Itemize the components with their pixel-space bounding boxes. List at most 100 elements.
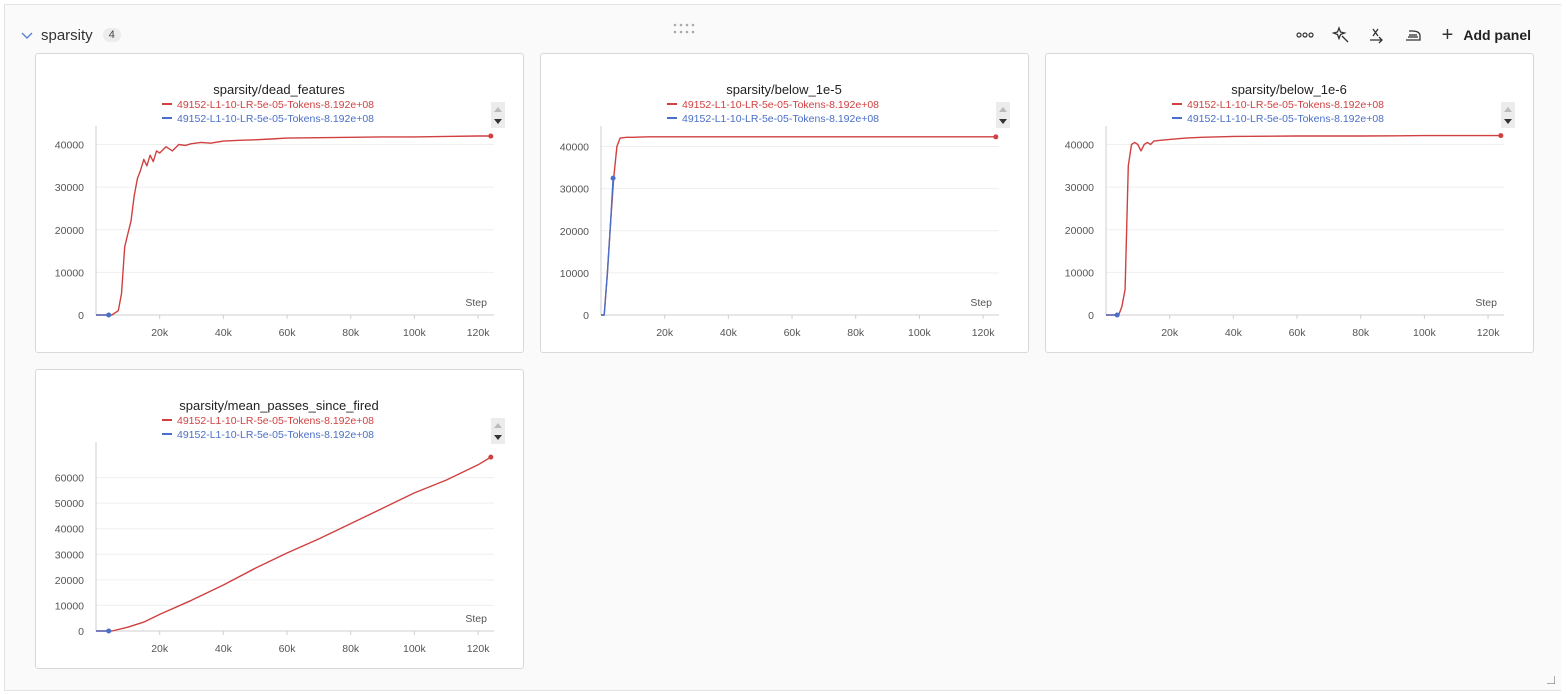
legend-scroll-down-icon[interactable] xyxy=(494,435,502,440)
legend-scroll-up-icon[interactable] xyxy=(494,107,502,112)
series-end-point[interactable] xyxy=(106,628,112,634)
y-tick-label: 0 xyxy=(78,310,84,322)
panel-dead-features[interactable]: sparsity/dead_features 49152-L1-10-LR-5e-… xyxy=(35,53,524,353)
legend-scroll-down-icon[interactable] xyxy=(1504,119,1512,124)
series-end-point[interactable] xyxy=(488,133,494,139)
x-tick-label: 120k xyxy=(467,327,491,339)
x-axis-label: Step xyxy=(1475,297,1497,309)
chart-svg: sparsity/mean_passes_since_fired 49152-L1… xyxy=(55,398,505,655)
x-tick-label: 80k xyxy=(342,643,360,655)
y-tick-label: 10000 xyxy=(1065,267,1094,279)
legend-entry[interactable]: 49152-L1-10-LR-5e-05-Tokens-8.192e+08 xyxy=(177,113,374,125)
legend-entry[interactable]: 49152-L1-10-LR-5e-05-Tokens-8.192e+08 xyxy=(1187,99,1384,111)
more-horizontal-icon xyxy=(1296,32,1314,38)
y-tick-label: 20000 xyxy=(55,225,84,237)
smoothing-button[interactable] xyxy=(1402,24,1424,46)
legend-entry[interactable]: 49152-L1-10-LR-5e-05-Tokens-8.192e+08 xyxy=(177,429,374,441)
y-tick-label: 40000 xyxy=(55,524,84,536)
x-tick-label: 20k xyxy=(151,327,169,339)
series-end-point[interactable] xyxy=(993,134,999,140)
x-tick-label: 120k xyxy=(467,643,491,655)
x-tick-label: 100k xyxy=(403,643,427,655)
legend-entry[interactable]: 49152-L1-10-LR-5e-05-Tokens-8.192e+08 xyxy=(682,99,879,111)
panel-below-1e-5[interactable]: sparsity/below_1e-5 49152-L1-10-LR-5e-05-… xyxy=(540,53,1029,353)
section-toolbar: + Add panel xyxy=(1280,23,1531,47)
x-axis-label: Step xyxy=(465,297,487,309)
legend-scroll-up-icon[interactable] xyxy=(1504,107,1512,112)
legend-scroll-up-icon[interactable] xyxy=(999,107,1007,112)
legend-scroll-up-icon[interactable] xyxy=(494,423,502,428)
y-tick-label: 30000 xyxy=(1065,182,1094,194)
legend-scroll[interactable] xyxy=(996,102,1010,128)
y-tick-label: 30000 xyxy=(560,184,589,196)
series-line-red xyxy=(601,136,996,316)
y-tick-label: 30000 xyxy=(55,549,84,561)
magic-wand-button[interactable] xyxy=(1330,24,1352,46)
legend-entry[interactable]: 49152-L1-10-LR-5e-05-Tokens-8.192e+08 xyxy=(682,113,879,125)
legend-scroll[interactable] xyxy=(491,102,505,128)
chart-title: sparsity/dead_features xyxy=(213,82,345,97)
y-tick-label: 20000 xyxy=(560,226,589,238)
y-tick-label: 0 xyxy=(78,626,84,638)
x-tick-label: 60k xyxy=(279,643,297,655)
x-tick-label: 40k xyxy=(215,643,233,655)
y-tick-label: 40000 xyxy=(560,142,589,154)
x-tick-label: 40k xyxy=(720,327,738,339)
series-end-point[interactable] xyxy=(1114,312,1120,318)
y-tick-label: 10000 xyxy=(55,267,84,279)
section-resize-handle[interactable] xyxy=(1547,676,1555,684)
x-tick-label: 40k xyxy=(215,327,233,339)
series-end-point[interactable] xyxy=(106,312,112,318)
legend-scroll[interactable] xyxy=(1501,102,1515,128)
y-tick-label: 20000 xyxy=(55,575,84,587)
x-tick-label: 20k xyxy=(151,643,169,655)
legend-entry[interactable]: 49152-L1-10-LR-5e-05-Tokens-8.192e+08 xyxy=(177,415,374,427)
y-tick-label: 40000 xyxy=(55,140,84,152)
panel-count-badge: 4 xyxy=(102,28,121,42)
panel-mean-passes-since-fired[interactable]: sparsity/mean_passes_since_fired 49152-L1… xyxy=(35,369,524,669)
x-tick-label: 20k xyxy=(656,327,674,339)
legend-entry[interactable]: 49152-L1-10-LR-5e-05-Tokens-8.192e+08 xyxy=(1187,113,1384,125)
chart-title: sparsity/below_1e-5 xyxy=(726,82,842,97)
x-tick-label: 20k xyxy=(1161,327,1179,339)
x-tick-label: 80k xyxy=(847,327,865,339)
chevron-down-icon[interactable] xyxy=(19,27,35,43)
x-tick-label: 100k xyxy=(403,327,427,339)
series-end-point[interactable] xyxy=(488,454,494,460)
y-tick-label: 50000 xyxy=(55,498,84,510)
chart-svg: sparsity/below_1e-5 49152-L1-10-LR-5e-05-… xyxy=(560,82,1010,339)
x-tick-label: 60k xyxy=(784,327,802,339)
add-panel-button[interactable]: + Add panel xyxy=(1442,25,1531,45)
expression-button[interactable] xyxy=(1366,24,1388,46)
y-tick-label: 30000 xyxy=(55,182,84,194)
series-line-red xyxy=(96,135,491,316)
legend-scroll-down-icon[interactable] xyxy=(494,119,502,124)
add-panel-label: Add panel xyxy=(1463,27,1531,43)
x-tick-label: 80k xyxy=(342,327,360,339)
legend-scroll[interactable] xyxy=(491,418,505,444)
series-end-point[interactable] xyxy=(610,175,616,181)
panel-below-1e-6[interactable]: sparsity/below_1e-6 49152-L1-10-LR-5e-05-… xyxy=(1045,53,1534,353)
chart-svg: sparsity/below_1e-6 49152-L1-10-LR-5e-05-… xyxy=(1065,82,1515,339)
section-title: sparsity xyxy=(41,26,93,44)
expression-x-icon xyxy=(1369,28,1383,44)
x-tick-label: 120k xyxy=(972,327,996,339)
chart-svg: sparsity/dead_features 49152-L1-10-LR-5e-… xyxy=(55,82,505,339)
x-tick-label: 60k xyxy=(1289,327,1307,339)
y-tick-label: 40000 xyxy=(1065,140,1094,152)
legend-scroll-down-icon[interactable] xyxy=(999,119,1007,124)
series-line-red xyxy=(1106,134,1501,316)
y-tick-label: 0 xyxy=(583,310,589,322)
section-header[interactable]: sparsity 4 xyxy=(19,25,121,45)
y-tick-label: 10000 xyxy=(560,268,589,280)
y-tick-label: 10000 xyxy=(55,600,84,612)
x-axis-label: Step xyxy=(970,297,992,309)
x-tick-label: 40k xyxy=(1225,327,1243,339)
legend-entry[interactable]: 49152-L1-10-LR-5e-05-Tokens-8.192e+08 xyxy=(177,99,374,111)
series-end-point[interactable] xyxy=(1498,133,1504,139)
x-tick-label: 80k xyxy=(1352,327,1370,339)
x-axis-label: Step xyxy=(465,613,487,625)
x-tick-label: 60k xyxy=(279,327,297,339)
more-options-button[interactable] xyxy=(1294,24,1316,46)
drag-handle-icon[interactable] xyxy=(673,22,699,36)
